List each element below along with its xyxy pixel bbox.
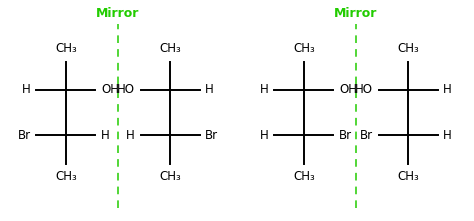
Text: CH₃: CH₃ xyxy=(159,170,181,183)
Text: H: H xyxy=(443,83,452,96)
Text: H: H xyxy=(260,129,269,142)
Text: H: H xyxy=(205,83,214,96)
Text: OH: OH xyxy=(339,83,357,96)
Text: H: H xyxy=(126,129,135,142)
Text: CH₃: CH₃ xyxy=(159,42,181,55)
Text: Br: Br xyxy=(339,129,352,142)
Text: HO: HO xyxy=(355,83,373,96)
Text: H: H xyxy=(101,129,110,142)
Text: Mirror: Mirror xyxy=(334,7,378,19)
Text: H: H xyxy=(260,83,269,96)
Text: H: H xyxy=(443,129,452,142)
Text: CH₃: CH₃ xyxy=(293,170,315,183)
Text: H: H xyxy=(22,83,31,96)
Text: Br: Br xyxy=(18,129,31,142)
Text: CH₃: CH₃ xyxy=(397,42,419,55)
Text: CH₃: CH₃ xyxy=(293,42,315,55)
Text: OH: OH xyxy=(101,83,119,96)
Text: CH₃: CH₃ xyxy=(397,170,419,183)
Text: Mirror: Mirror xyxy=(96,7,140,19)
Text: Br: Br xyxy=(360,129,373,142)
Text: Br: Br xyxy=(205,129,219,142)
Text: CH₃: CH₃ xyxy=(55,42,77,55)
Text: CH₃: CH₃ xyxy=(55,170,77,183)
Text: HO: HO xyxy=(117,83,135,96)
